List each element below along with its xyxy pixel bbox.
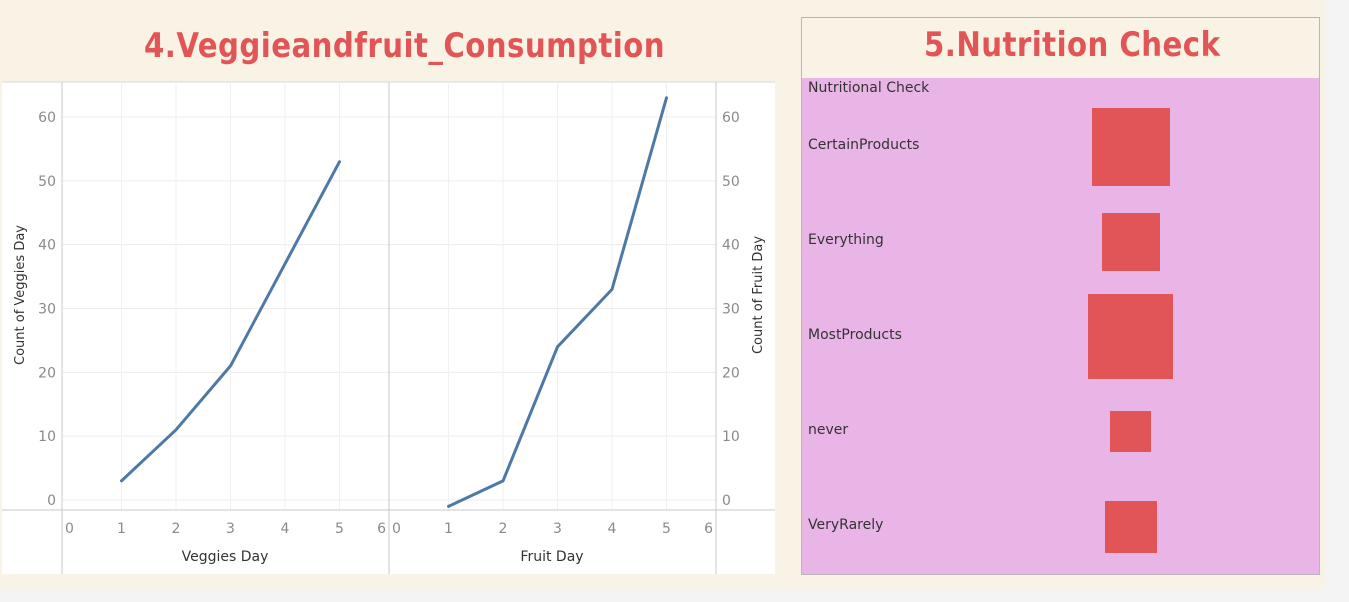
veggie-y-tick-label: 50	[38, 174, 56, 190]
fruit-x-tick-label: 4	[608, 521, 617, 537]
left-dashboard-title: 4.Veggieandfruit_Consumption	[144, 26, 666, 66]
veggie-x-tick-label: 5	[335, 521, 344, 537]
veggie-x-axis-title: Veggies Day	[182, 549, 269, 565]
fruit-y-tick-label: 50	[722, 174, 740, 190]
nutrition-square-mark	[1110, 411, 1151, 452]
veggie-y-tick-label: 20	[38, 365, 56, 381]
veggie-y-tick-label: 10	[38, 429, 56, 445]
fruit-y-tick-label: 20	[722, 365, 740, 381]
veggie-y-tick-label: 0	[47, 493, 56, 509]
fruit-y-tick-label: 10	[722, 429, 740, 445]
fruit-x-tick-label: 3	[553, 521, 562, 537]
veggie-data-point	[229, 364, 232, 368]
nutrition-category-label: Everything	[808, 231, 884, 248]
fruit-data-point	[665, 96, 668, 100]
nutrition-square-mark	[1104, 500, 1157, 553]
veggie-x-tick-label: 0	[65, 521, 74, 537]
veggie-x-tick-label: 4	[281, 521, 290, 537]
fruit-data-point	[447, 505, 450, 508]
right-dashboard-title: 5.Nutrition Check	[924, 25, 1221, 65]
nutrition-header: Nutritional Check	[808, 80, 930, 96]
fruit-data-point	[501, 479, 505, 483]
nutrition-category-label: CertainProducts	[808, 136, 920, 153]
bottom-strip	[0, 590, 1349, 602]
veggie-data-point	[283, 262, 287, 266]
fruit-x-tick-label: 6	[704, 521, 713, 537]
fruit-x-tick-label: 2	[499, 521, 508, 537]
nutrition-category-label: VeryRarely	[808, 516, 884, 533]
scrollbar-track[interactable]	[1325, 0, 1349, 602]
veggie-data-point	[120, 479, 123, 483]
fruit-data-point	[556, 345, 559, 348]
fruit-y-tick-label: 60	[722, 110, 740, 126]
fruit-data-point	[610, 288, 614, 291]
fruit-x-tick-label: 5	[662, 521, 671, 537]
veggie-x-tick-label: 3	[226, 521, 235, 537]
nutrition-square-mark	[1088, 294, 1173, 379]
veggie-data-point	[174, 428, 178, 431]
fruit-y-tick-label: 0	[722, 493, 731, 509]
veggie-data-point	[338, 160, 341, 163]
fruit-y-tick-label: 40	[722, 238, 740, 254]
veggie-x-tick-label: 2	[172, 521, 181, 537]
veggie-x-tick-label: 1	[117, 521, 126, 537]
veggie-y-tick-label: 40	[38, 238, 56, 254]
fruit-x-tick-label: 1	[444, 521, 453, 537]
nutrition-category-label: MostProducts	[808, 326, 902, 343]
fruit-y-axis-title: Count of Fruit Day	[751, 236, 766, 354]
veggie-x-tick-label: 6	[377, 521, 386, 537]
nutrition-square-mark	[1101, 212, 1160, 271]
nutrition-category-label: never	[808, 421, 849, 438]
nutrition-square-mark	[1091, 107, 1170, 186]
nutrition-table-area	[802, 78, 1319, 574]
fruit-x-tick-label: 0	[392, 521, 401, 537]
veggie-y-tick-label: 30	[38, 302, 56, 318]
fruit-y-tick-label: 30	[722, 302, 740, 318]
veggie-y-axis-title: Count of Veggies Day	[13, 225, 28, 365]
fruit-x-axis-title: Fruit Day	[520, 549, 583, 565]
veggie-y-tick-label: 60	[38, 110, 56, 126]
